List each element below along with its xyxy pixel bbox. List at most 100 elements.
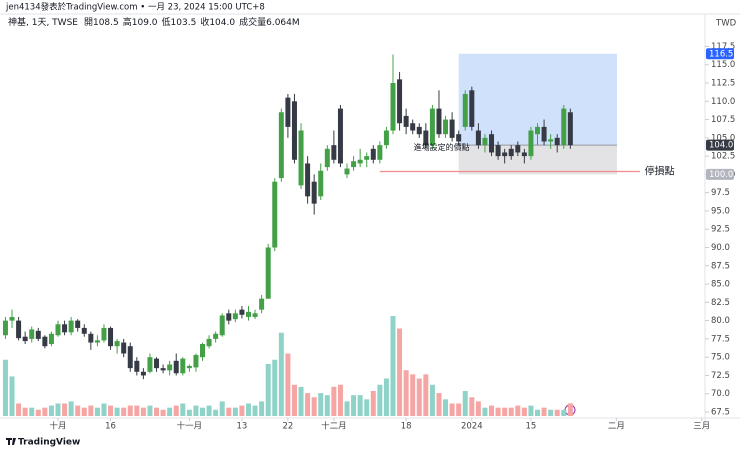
stop-price-tag: 100.0: [709, 170, 733, 180]
candle-body: [502, 152, 508, 157]
brand-logo: [6, 438, 16, 445]
volume-bar: [383, 378, 389, 416]
y-tick-label: 117.5: [711, 42, 735, 52]
candle-body: [331, 145, 337, 160]
legend-name: 開: [84, 17, 93, 28]
legend-value: 109.0: [132, 18, 158, 28]
symbol-legend: 神基, 1天, TWSE 開108.5 高109.0 低103.5 收104.0 成交量6…: [8, 16, 300, 28]
candle-body: [298, 130, 304, 186]
volume-bar: [121, 407, 127, 416]
candle-body: [75, 320, 81, 328]
volume-bar: [101, 403, 107, 416]
candle-body: [101, 327, 107, 341]
volume-bar: [278, 332, 284, 416]
x-tick-label: 二月: [608, 422, 625, 432]
y-tick-label: 87.5: [711, 261, 730, 271]
volume-bar: [259, 401, 265, 416]
candle-body: [370, 148, 376, 160]
candle-body: [436, 108, 442, 135]
volume-bar: [528, 405, 534, 416]
volume-bar: [390, 316, 396, 416]
volume-bar: [357, 395, 363, 416]
candle-body: [121, 342, 127, 354]
candle-body: [16, 320, 22, 339]
y-tick-label: 90.0: [711, 243, 730, 253]
volume-bar: [541, 407, 547, 416]
volume-bar: [245, 403, 251, 416]
y-tick-label: 75.0: [711, 353, 730, 363]
candle-body: [423, 130, 429, 146]
volume-bar: [364, 399, 370, 416]
legend-name: 高: [123, 16, 132, 28]
volume-bar: [200, 407, 206, 416]
candle-body: [548, 139, 554, 142]
volume-bar: [62, 403, 68, 416]
candle-body: [160, 368, 166, 371]
volume-bar: [35, 409, 41, 416]
candle-body: [495, 145, 501, 157]
volume-bar: [272, 359, 278, 416]
volume-bar: [68, 401, 74, 416]
chart-title: jen4134發表於TradingView.com • 一月 23, 2024 …: [5, 2, 265, 13]
y-tick-label: 110.0: [711, 97, 735, 107]
y-tick-label: 70.0: [711, 389, 730, 399]
volume-bar: [489, 405, 495, 416]
candle-body: [147, 357, 153, 372]
candle-body: [35, 330, 41, 339]
candle-body: [226, 313, 232, 321]
legend-value: 6.064M: [266, 18, 300, 28]
symbol: 神基, 1天, TWSE: [8, 16, 78, 28]
y-tick-label: 102.5: [711, 152, 735, 162]
candle-body: [55, 324, 61, 336]
y-tick-label: 80.0: [711, 316, 730, 326]
candle-body: [206, 338, 212, 347]
x-tick-label: 22: [282, 422, 293, 432]
candle-body: [213, 333, 219, 339]
candle-body: [324, 148, 330, 168]
volume-bar: [167, 407, 173, 416]
candle-body: [88, 333, 94, 343]
y-tick-label: 82.5: [711, 298, 730, 308]
legend-name: 收: [200, 16, 209, 28]
candle-body: [344, 168, 350, 175]
volume-bar: [508, 407, 514, 416]
candle-body: [475, 130, 481, 146]
volume-bar: [285, 353, 291, 416]
annotation: 進場設定的價點: [414, 142, 470, 152]
volume-bar: [140, 407, 146, 416]
x-tick-label: 十一月: [177, 421, 203, 432]
x-tick-label: 16: [105, 422, 116, 432]
candle-body: [403, 115, 409, 127]
candle-body: [351, 161, 357, 168]
candle-body: [449, 119, 455, 138]
volume-bar: [554, 409, 560, 416]
volume-bar: [291, 384, 297, 416]
volume-bar: [351, 395, 357, 416]
volume-bar: [206, 405, 212, 416]
candle-body: [410, 123, 416, 131]
volume-bar: [521, 407, 527, 416]
candle-body: [259, 298, 265, 310]
x-tick-label: 十二月: [321, 421, 347, 432]
volume-bar: [344, 401, 350, 416]
candle-body: [245, 311, 251, 317]
candle-body: [416, 126, 422, 135]
candle-body: [167, 364, 173, 371]
volume-bar: [160, 409, 166, 416]
candle-body: [127, 346, 133, 369]
candle-body: [42, 336, 48, 347]
candle-body: [239, 309, 245, 315]
volume-bar: [462, 391, 468, 416]
candle-body: [140, 371, 146, 376]
volume-bar: [370, 391, 376, 416]
candle-body: [68, 320, 74, 333]
volume-bar: [2, 359, 8, 416]
candle-body: [462, 93, 468, 127]
stop-price-tag-bg: [706, 168, 734, 180]
annotation: 停損點: [645, 164, 675, 177]
candle-body: [390, 83, 396, 131]
volume-bar: [94, 407, 100, 416]
volume-bar: [180, 403, 186, 416]
candle-body: [232, 313, 238, 320]
